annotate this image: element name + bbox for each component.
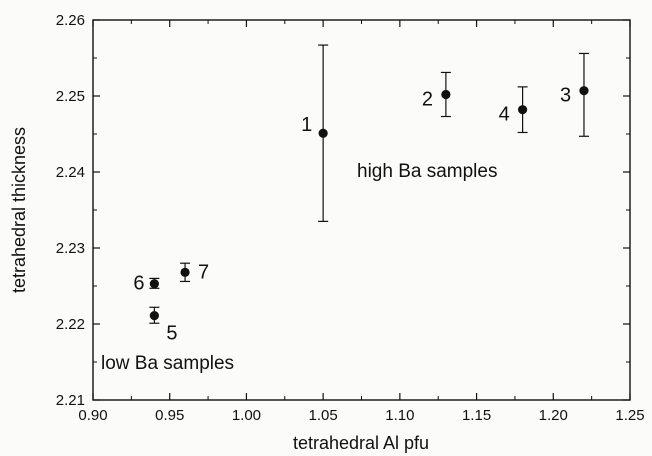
data-point-3: 3 — [560, 52, 589, 137]
point-marker — [518, 105, 528, 115]
data-point-2: 2 — [422, 71, 451, 118]
point-marker — [149, 279, 159, 289]
y-tick-label: 2.26 — [56, 12, 85, 29]
x-tick-label: 1.15 — [462, 407, 491, 424]
data-point-4: 4 — [499, 86, 528, 134]
point-label: 3 — [560, 85, 571, 107]
x-tick-label: 1.05 — [309, 407, 338, 424]
y-tick-label: 2.23 — [56, 240, 85, 257]
point-label: 5 — [166, 323, 177, 345]
y-axis-label: tetrahedral thickness — [9, 127, 29, 293]
point-label: 4 — [499, 104, 510, 126]
point-label: 2 — [422, 88, 433, 110]
y-tick-label: 2.25 — [56, 88, 85, 105]
x-tick-label: 1.25 — [615, 407, 644, 424]
x-tick-label: 1.00 — [232, 407, 261, 424]
x-tick-label: 0.90 — [78, 407, 107, 424]
x-tick-label: 0.95 — [155, 407, 184, 424]
y-tick-label: 2.22 — [56, 316, 85, 333]
annotation-high-ba: high Ba samples — [357, 161, 497, 182]
point-label: 6 — [133, 273, 144, 295]
annotation-low-ba: low Ba samples — [101, 353, 234, 374]
point-marker — [149, 311, 159, 321]
data-point-7: 7 — [180, 261, 209, 283]
point-label: 1 — [301, 114, 312, 136]
point-marker — [180, 267, 190, 277]
y-tick-label: 2.24 — [56, 164, 85, 181]
data-points: 1 2 3 4 5 6 7 — [133, 44, 589, 345]
point-marker — [441, 89, 451, 100]
x-tick-label: 1.20 — [539, 407, 568, 424]
point-label: 7 — [198, 261, 209, 283]
x-axis: 0.90 0.95 1.00 1.05 1.10 1.15 1.20 1.25 — [78, 20, 645, 424]
point-marker — [318, 128, 328, 138]
x-tick-label: 1.10 — [385, 407, 414, 424]
y-tick-label: 2.21 — [56, 392, 85, 409]
point-marker — [579, 86, 589, 96]
x-axis-label: tetrahedral Al pfu — [293, 433, 429, 453]
data-point-5: 5 — [149, 306, 177, 345]
data-point-1: 1 — [301, 44, 329, 222]
y-axis: 2.21 2.22 2.23 2.24 2.25 2.26 — [56, 12, 630, 409]
data-point-6: 6 — [133, 273, 160, 295]
